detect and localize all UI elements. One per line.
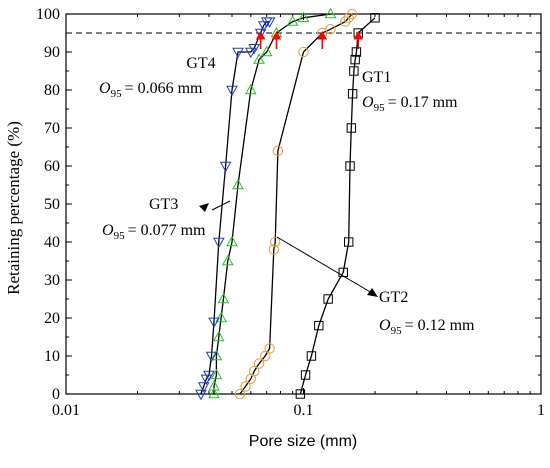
gt2-o95-label: O95 = 0.12 mm [379,317,475,337]
y-tick-label: 50 [44,196,60,213]
series-gt2-point [234,388,246,400]
series-gt4-point [205,351,218,363]
series-gt4-point [208,317,220,329]
o95-gt4-arrowhead [255,30,266,40]
x-tick-label: 0.1 [294,402,314,419]
gt4-label: GT4 [186,55,215,72]
y-tick-label: 30 [44,272,60,289]
series-gt1-point [351,47,362,57]
series-gt1-line [299,17,376,395]
gt2-leader [276,236,373,294]
plot-frame [65,13,542,395]
axes-layer: 0 10 20 30 40 50 60 70 80 90 100 0.01 0.1 1 [36,6,545,419]
series-gt2-point [260,350,271,362]
y-axis-label: Retaining percentage (%) [4,121,23,295]
series-gt4-point [197,382,210,393]
y-tick-label: 100 [36,6,60,23]
y-tick-label: 10 [44,348,60,365]
series-gt2-point [248,366,260,377]
series-gt3-point [260,45,273,57]
series-gt3-point [226,235,238,247]
series-gt1-point [306,351,317,361]
series-gt1-point [349,66,359,76]
series-gt2-point [325,24,336,35]
y-tick-label: 40 [44,234,60,251]
series-gt3-point [208,380,220,391]
series-gt3-point [244,83,257,95]
series-gt4-point [219,161,232,173]
markers-layer [195,7,380,401]
series-gt1-point [314,320,324,331]
series-gt4-point [212,237,225,249]
series-gt2-point [272,145,284,157]
y-tick-label: 90 [44,44,60,61]
series-gt4-point [248,44,261,55]
gt3-leader [211,200,231,211]
series-gt3-point [297,11,310,22]
series-gt1-point [370,13,380,23]
o95-gt1-arrowhead [353,30,364,40]
series-gt2-point [253,358,265,369]
series-gt1-point [346,123,357,133]
series-gt3-point [210,349,223,361]
series-gt3-point [221,254,234,266]
x-tick-label: 1 [537,402,545,419]
y-tick-label: 80 [44,82,60,99]
series-gt3-line [213,13,331,394]
gt2-leader-arrow [367,288,378,297]
series-gt3-point [208,387,220,399]
gt3-label: GT3 [149,196,178,213]
series-gt3-point [324,7,337,19]
series-gt3-point [286,15,299,26]
annotations-layer: GT4 O95 = 0.066 mm GT1 O95 = 0.17 mm GT3 O95 = 0… [99,55,475,337]
x-tick-label: 0.01 [52,402,80,419]
series-gt4-point [232,47,244,59]
gt1-o95-label: O95 = 0.17 mm [362,94,458,114]
o95-gt2-arrowhead [317,30,328,40]
y-tick-label: 70 [44,120,60,137]
gt1-label: GT1 [362,69,391,86]
y-tick-label: 0 [52,386,60,403]
gt2-label: GT2 [379,289,408,306]
series-gt4-point [263,17,276,28]
series-gt2-point [240,381,251,392]
series-gt1-point [295,389,306,399]
series-gt3-point [215,311,227,323]
o95-layer [255,30,364,49]
series-gt1-point [323,294,333,304]
series-gt2-point [264,343,275,354]
series-gt2-point [343,12,354,23]
series-gt1-point [350,54,360,65]
series-gt2-line [239,13,353,395]
o95-gt3-arrowhead [271,30,282,40]
gt3-o95-label: O95 = 0.077 mm [102,222,206,242]
gt4-o95-label: O95 = 0.066 mm [99,80,203,100]
series-gt1-point [345,161,355,171]
series-gt3-point [253,53,265,64]
x-axis-label: Pore size (mm) [249,433,357,450]
series-gt3-point [232,178,244,190]
series-gt3-point [217,292,230,304]
series-gt1-point [344,237,354,247]
series-gt4-point [195,389,207,401]
y-tick-label: 20 [44,310,60,327]
series-gt1-point [300,370,311,380]
curves-layer [200,13,376,395]
series-gt2-point [340,16,351,27]
series-gt2-point [268,244,280,255]
series-gt1-point [347,89,358,99]
series-gt4-point [254,28,267,40]
series-gt4-point [226,85,238,97]
series-gt3-point [210,368,223,380]
series-gt4-point [203,370,215,382]
series-gt2-point [346,8,358,20]
y-tick-label: 60 [44,158,60,175]
series-gt2-point [269,236,281,248]
gt3-leader-arrow [199,203,209,212]
series-gt3-point [212,330,225,342]
series-gt2-point [298,46,309,58]
